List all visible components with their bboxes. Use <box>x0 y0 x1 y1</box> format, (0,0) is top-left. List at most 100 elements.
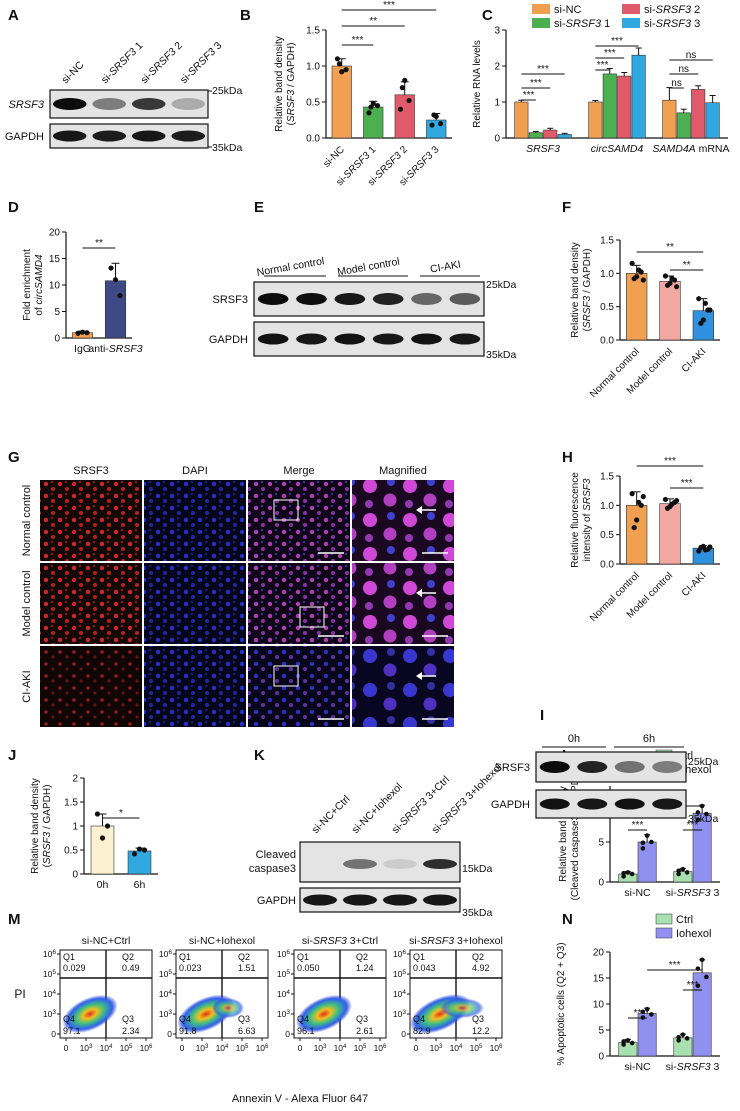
data-point <box>695 983 701 989</box>
micrograph <box>352 563 454 644</box>
data-point <box>669 501 675 507</box>
panel-letter-K: K <box>254 747 265 764</box>
x-axis-label: Annexin V - Alexa Fluor 647 <box>232 1093 368 1105</box>
y-tick-label: 106 <box>159 949 172 959</box>
lane-label: si-NC+Ctrl <box>310 793 353 836</box>
data-point <box>402 77 408 83</box>
significance-label: *** <box>669 960 681 971</box>
y-tick-label: 5 <box>598 1026 604 1037</box>
significance-label: ** <box>683 260 691 271</box>
data-point <box>676 871 681 877</box>
panel-letter-A: A <box>8 7 19 24</box>
tick-label: 105 <box>470 1043 483 1053</box>
y-tick-label: 106 <box>277 949 290 959</box>
quadrant-value: 0.49 <box>122 963 140 973</box>
data-point <box>640 840 646 846</box>
y-tick-label: 2 <box>494 62 500 73</box>
quadrant-value: 6.63 <box>238 1026 256 1036</box>
tick-label: 103 <box>314 1043 327 1053</box>
data-point <box>640 846 646 851</box>
y-tick-label: 0.0 <box>306 134 320 145</box>
tick-label: 105 <box>120 1043 133 1053</box>
data-point <box>695 810 701 815</box>
row-label: caspase3 <box>249 863 296 875</box>
y-tick-label: 0 <box>54 334 60 345</box>
band <box>449 333 481 345</box>
band <box>131 130 166 142</box>
data-point <box>631 276 637 282</box>
panel-letter-I: I <box>540 707 544 724</box>
y-tick-label: 0 <box>598 1052 604 1063</box>
bar <box>363 106 384 139</box>
band <box>296 293 327 305</box>
y-tick-label: 105 <box>159 969 172 979</box>
tick-label: 104 <box>334 1043 347 1053</box>
micrograph <box>144 646 246 727</box>
y-tick-label: 1.5 <box>600 236 614 247</box>
data-point <box>636 267 642 273</box>
band <box>423 859 457 869</box>
data-point <box>94 811 101 817</box>
blot <box>253 281 485 317</box>
band <box>303 894 337 906</box>
quadrant-name: Q2 <box>356 952 368 962</box>
lane-label: si-SRSF3 1 <box>99 40 146 87</box>
data-point <box>104 823 111 829</box>
data-point <box>644 1006 650 1012</box>
data-point <box>343 67 349 73</box>
row-label: Cleaved <box>256 849 296 861</box>
bar <box>626 273 648 341</box>
tick-label: 106 <box>490 1043 503 1053</box>
bar <box>557 134 572 139</box>
x-tick-label: IgG <box>74 343 91 355</box>
band <box>343 859 377 869</box>
data-point <box>649 839 654 845</box>
y-tick-label: 0 <box>401 1029 406 1039</box>
bar <box>127 850 152 875</box>
band <box>52 98 87 110</box>
y-tick-label: 0 <box>494 134 500 145</box>
x-tick-label: si-NC <box>624 887 651 899</box>
data-point <box>131 851 138 857</box>
data-point <box>702 300 709 306</box>
data-point <box>704 974 709 980</box>
y-axis-label: of circSAMD4 <box>34 254 45 316</box>
tick-label: 106 <box>374 1043 387 1053</box>
blot-I: 0h 6h SRSF3 GAPDH 25kDa 35kDa <box>491 733 719 825</box>
significance-label: ns <box>671 78 682 89</box>
band <box>383 894 417 906</box>
x-tick-label: si-SRSF3 3 <box>666 1061 720 1073</box>
blot <box>535 751 687 783</box>
y-tick-label: 10 <box>49 281 61 292</box>
y-tick-label: 0 <box>51 1029 56 1039</box>
row-label: SRSF3 <box>213 294 248 306</box>
y-tick-label: 1.0 <box>306 62 320 73</box>
row-label: GAPDH <box>491 799 530 811</box>
significance-label: ** <box>369 16 377 27</box>
significance-label: *** <box>632 820 644 831</box>
data-point <box>631 525 637 531</box>
panel-letter-E: E <box>254 199 264 216</box>
y-tick-label: 15 <box>49 254 61 265</box>
y-tick-label: 15 <box>593 974 605 985</box>
bar <box>331 65 352 139</box>
data-point <box>336 61 343 67</box>
y-axis-label: (SRSF3 / GAPDH) <box>286 43 297 126</box>
data-point <box>684 870 690 875</box>
y-tick-label: 1.0 <box>600 501 614 512</box>
panel-letter-N: N <box>562 911 573 928</box>
significance-label: ** <box>666 242 674 253</box>
quadrant-name: Q3 <box>238 1014 250 1024</box>
band <box>449 293 481 305</box>
band <box>343 894 377 906</box>
legend-swatch <box>532 4 550 14</box>
band <box>92 130 127 142</box>
legend-swatch <box>622 4 640 14</box>
x-tick-label: 0h <box>97 879 109 891</box>
flow-plot: si-SRSF3 3+Ctrl Q10.050 Q21.24 Q4 96.1 Q3 2.61… <box>277 935 387 1053</box>
band <box>652 798 683 810</box>
marker-label: 35kDa <box>688 813 719 825</box>
legend: Ctrl Iohexol <box>655 913 711 940</box>
marker-label: 35kDa <box>462 907 493 919</box>
